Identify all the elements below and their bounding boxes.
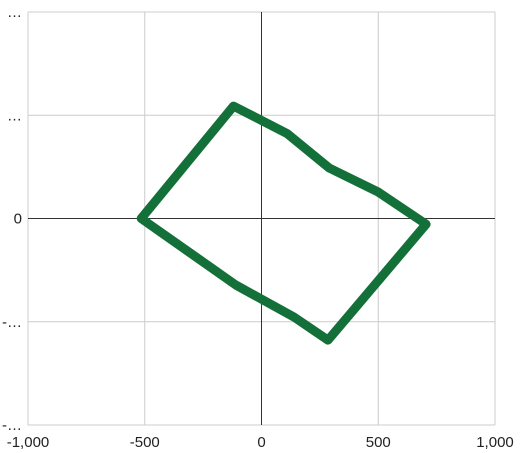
y-tick-label-4: -… (2, 417, 22, 434)
x-tick-label-2: 0 (257, 434, 265, 451)
y-tick-label-3: -… (2, 314, 22, 331)
x-tick-label-0: -1,000 (7, 434, 50, 451)
x-tick-label-3: 500 (366, 434, 391, 451)
x-tick-labels: -1,000 -500 0 500 1,000 (7, 434, 514, 451)
series-line-0 (136, 101, 431, 345)
x-tick-label-1: -500 (130, 434, 160, 451)
series-layer (136, 101, 431, 345)
y-tick-labels: … … 0 -… -… (2, 4, 22, 434)
x-tick-label-4: 1,000 (476, 434, 514, 451)
y-tick-label-1: … (7, 107, 22, 124)
y-tick-label-0: … (7, 4, 22, 21)
y-tick-label-2: 0 (14, 211, 22, 228)
